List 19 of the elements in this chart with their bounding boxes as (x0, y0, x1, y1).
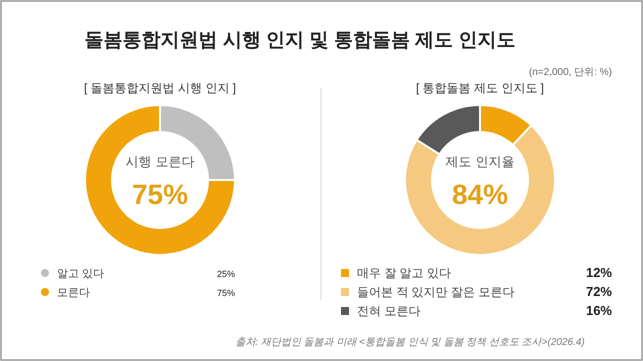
text: 제도 인지율 (446, 154, 514, 169)
text: (n=2,000, 단위: %) (528, 67, 612, 78)
data-label: 72% (586, 284, 612, 299)
data-label: 75% (216, 288, 235, 298)
text: 84% (452, 179, 508, 210)
chart-title: [ 통합돌봄 제도 인지도 ] (416, 81, 544, 95)
data-label: 12% (586, 265, 612, 280)
data-label: 16% (586, 303, 612, 318)
data-label: 25% (216, 269, 235, 279)
legend-label: 전혀 모른다 (357, 304, 420, 318)
legend-label: 들어본 적 있지만 잘은 모른다 (357, 285, 514, 299)
chart-title: [ 돌봄통합지원법 시행 인지 ] (84, 81, 236, 95)
legend-label: 모른다 (57, 287, 90, 299)
legend-label: 매우 잘 알고 있다 (357, 266, 452, 280)
text: 돌봄통합지원법 시행 인지 및 통합돌봄 제도 인지도 (84, 30, 516, 51)
text: 75% (132, 179, 188, 210)
legend-label: 알고 있다 (57, 268, 104, 280)
text: 시행 모른다 (126, 154, 194, 169)
source-note: 출처: 재단법인 돌봄과 미래 <통합돌봄 인식 및 돌봄 정책 선호도 조사>(2026.4) (235, 337, 585, 348)
